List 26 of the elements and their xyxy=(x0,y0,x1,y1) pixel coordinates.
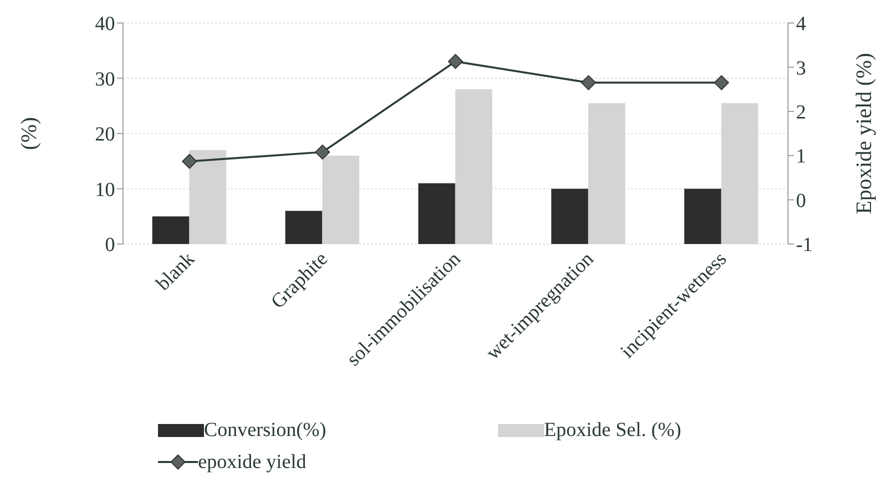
bar xyxy=(152,216,190,244)
y2-tick-label: 2 xyxy=(796,102,806,124)
y2-tick-label: -1 xyxy=(796,234,813,256)
y2-tick-label: 4 xyxy=(796,13,806,36)
y-tick-label: 40 xyxy=(95,13,115,36)
legend-label: Epoxide Sel. (%) xyxy=(544,418,682,442)
y-tick-label: 10 xyxy=(95,178,115,201)
point xyxy=(714,75,729,90)
point xyxy=(581,75,596,90)
bar xyxy=(684,188,722,244)
y-axis-title: (%) xyxy=(16,117,41,150)
point xyxy=(448,54,463,69)
point xyxy=(315,144,330,160)
y-tick-label: 20 xyxy=(95,124,115,146)
legend-label: epoxide yield xyxy=(198,450,306,474)
y-tick-label: 30 xyxy=(95,68,115,90)
y2-tick-label: 0 xyxy=(796,190,806,212)
bar xyxy=(285,210,322,244)
y2-axis-title: Epoxide yield (%) xyxy=(850,52,876,214)
y2-tick-label: 3 xyxy=(796,57,806,80)
bar xyxy=(418,183,456,244)
bar xyxy=(551,188,588,244)
legend-label: Conversion(%) xyxy=(204,418,326,442)
point xyxy=(182,154,197,169)
y-tick-label: 0 xyxy=(105,234,115,256)
y2-tick-label: 1 xyxy=(796,146,806,168)
